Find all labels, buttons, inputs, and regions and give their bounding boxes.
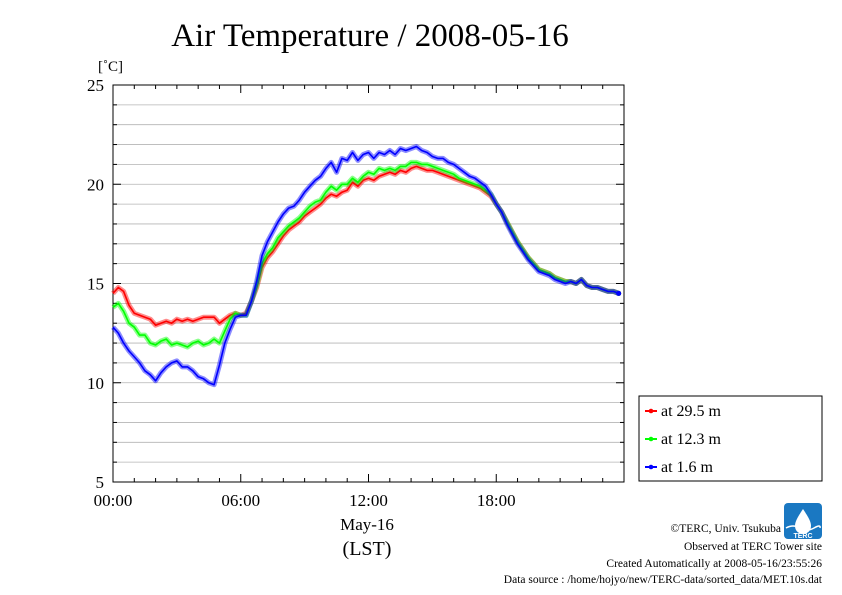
- series-line-1: [112, 161, 619, 348]
- y-tick-label: 15: [87, 275, 104, 294]
- x-tick-label: 18:00: [477, 491, 516, 510]
- series-line-0: [112, 165, 619, 327]
- series-lines: [111, 144, 622, 388]
- legend-box: [638, 395, 823, 482]
- chart-title: Air Temperature / 2008-05-16: [171, 18, 569, 54]
- legend-marker-12-3m: [648, 436, 654, 442]
- credit-copyright: ©TERC, Univ. Tsukuba: [671, 523, 781, 535]
- y-tick-label: 10: [87, 374, 104, 393]
- x-tick-label: 06:00: [221, 491, 260, 510]
- x-axis-timezone: (LST): [343, 538, 392, 560]
- series-halo-0: [111, 163, 620, 328]
- y-tick-label: 25: [87, 76, 104, 95]
- grid-lines: [113, 104, 624, 463]
- y-tick-label: 5: [96, 473, 105, 492]
- y-axis-unit: [˚C]: [98, 59, 123, 75]
- credit-observed: Observed at TERC Tower site: [684, 541, 822, 553]
- axis-ticks: [112, 84, 625, 483]
- x-tick-label: 12:00: [349, 491, 388, 510]
- series-line-2: [112, 145, 619, 386]
- series-end-marker-2: [616, 290, 622, 296]
- legend-label-29-5m: at 29.5 m: [661, 403, 722, 420]
- legend: at 29.5 m at 12.3 m at 1.6 m: [638, 395, 823, 482]
- legend-label-1-6m: at 1.6 m: [661, 459, 714, 476]
- x-axis-date: May-16: [340, 515, 394, 534]
- y-tick-label: 20: [87, 175, 104, 194]
- legend-label-12-3m: at 12.3 m: [661, 431, 722, 448]
- legend-marker-29-5m: [648, 408, 654, 414]
- y-tick-labels: 5 10 15 20 25: [87, 76, 104, 492]
- credit-source: Data source : /home/hojyo/new/TERC-data/…: [504, 574, 823, 586]
- terc-logo: TERC: [784, 503, 822, 540]
- legend-marker-1-6m: [648, 464, 654, 470]
- x-tick-labels: 00:00 06:00 12:00 18:00: [94, 491, 516, 510]
- x-tick-label: 00:00: [94, 491, 133, 510]
- credit-created: Created Automatically at 2008-05-16/23:5…: [606, 558, 822, 570]
- logo-text: TERC: [793, 533, 812, 540]
